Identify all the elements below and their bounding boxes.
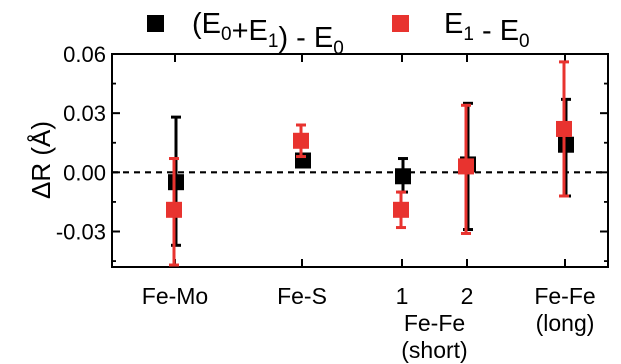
legend-text: ) - E: [278, 22, 333, 54]
data-point-marker: [556, 120, 572, 137]
data-point-marker: [293, 132, 309, 149]
y-tick-label: 0.00: [63, 160, 106, 185]
legend-subscript: 1: [463, 24, 474, 45]
x-tick-label: Fe-Mo: [142, 283, 208, 309]
legend-text: (E: [192, 8, 221, 40]
series-layer: [166, 60, 574, 267]
legend-subscript: 0: [519, 31, 530, 52]
legend-label: (E0+E1) - E0: [192, 8, 344, 59]
data-point-marker: [393, 201, 409, 218]
data-point-marker: [168, 174, 184, 191]
data-point-marker: [295, 152, 311, 169]
legend-text: - E: [474, 15, 519, 47]
x-tick-label: Fe-S: [277, 283, 327, 309]
y-axis-label: ΔR (Å): [26, 121, 56, 199]
legend-marker: [147, 15, 164, 32]
x-tick-label: 2: [461, 283, 474, 309]
x-axis: Fe-Mo Fe-S 1 2 Fe-Fe(long)Fe-Fe(short): [142, 54, 596, 363]
legend-marker: [392, 15, 409, 32]
x-tick-label: 1: [396, 283, 409, 309]
y-tick-label: -0.03: [56, 220, 106, 245]
legend-text: +E: [232, 15, 268, 47]
data-point-marker: [166, 201, 182, 218]
legend-subscript: 0: [333, 38, 344, 59]
series-red: [166, 60, 572, 267]
data-point-marker: [558, 136, 574, 153]
legend-label: E1 - E0: [444, 8, 530, 52]
x-group-label: Fe-Fe: [404, 310, 465, 336]
legend-subscript: 1: [268, 31, 279, 52]
x-tick-label: (long): [536, 310, 595, 336]
data-point-marker: [458, 158, 474, 175]
data-point-marker: [395, 168, 411, 185]
legend-text: E: [444, 8, 463, 40]
y-axis: 0.06 0.03 0.00 -0.03: [56, 42, 608, 262]
legend-subscript: 0: [221, 24, 232, 45]
x-group-label: (short): [401, 337, 467, 363]
y-tick-label: 0.03: [63, 101, 106, 126]
x-tick-label: Fe-Fe: [534, 283, 595, 309]
y-tick-label: 0.06: [63, 42, 106, 67]
plot-frame: [111, 53, 609, 268]
